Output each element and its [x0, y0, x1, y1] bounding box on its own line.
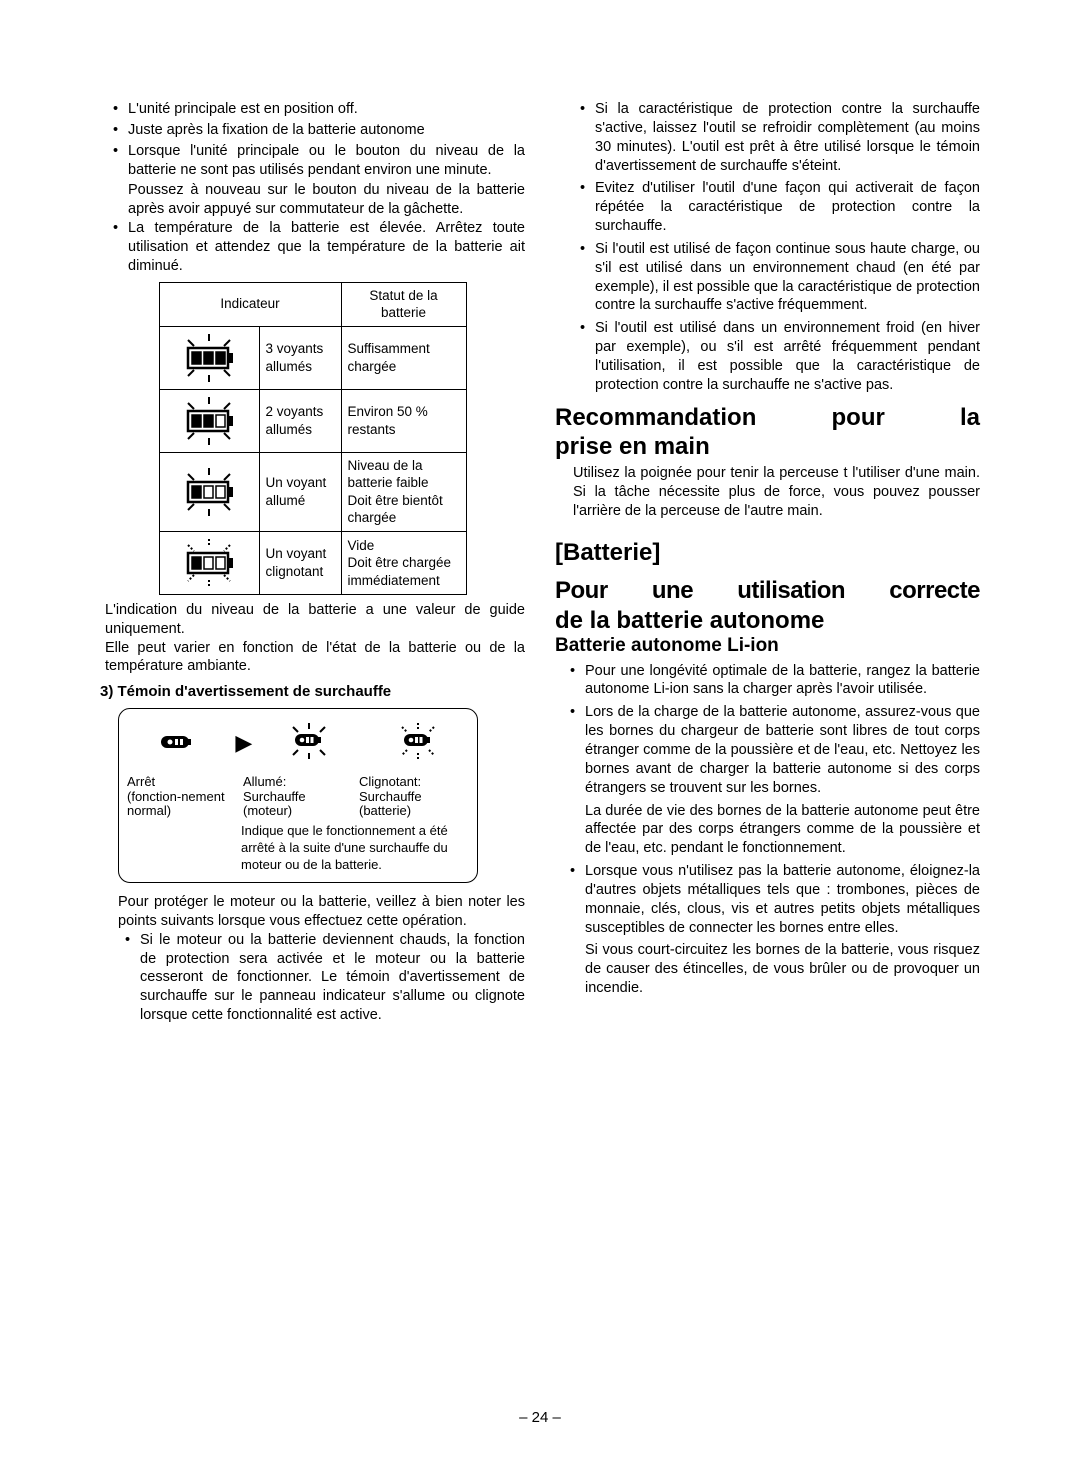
bullet-item: Si l'outil est utilisé dans un environne… [585, 319, 980, 394]
warn-col1: Arrêt (fonction-nement normal) [127, 775, 237, 820]
battery-icon-cell [159, 389, 259, 452]
bullet-item: La température de la batterie est élevée… [118, 219, 525, 276]
warn-note: Indique que le fonctionnement a été arrê… [241, 823, 469, 874]
status-desc: Environ 50 % restants [341, 389, 466, 452]
bullet-item: Si la caractéristique de protection cont… [585, 100, 980, 175]
bullet-item: Juste après la fixation de la batterie a… [118, 121, 525, 140]
h-correct-1: Pour une utilisation correcte [555, 578, 980, 604]
indicator-desc: 2 voyants allumés [259, 389, 341, 452]
table-row: 3 voyants allumésSuffisamment chargée [159, 326, 466, 389]
batt-sub2: Si vous court-circuitez les bornes de la… [555, 941, 980, 998]
section3-title: 3) Témoin d'avertissement de surchauffe [100, 682, 525, 702]
table-row: Un voyant alluméNiveau de la batterie fa… [159, 452, 466, 531]
bullet-item: Evitez d'utiliser l'outil d'une façon qu… [585, 179, 980, 236]
right-bullets-batt: Pour une longévité optimale de la batter… [555, 662, 980, 798]
bullet-item: L'unité principale est en position off. [118, 100, 525, 119]
th-statut: Statut de la batterie [341, 282, 466, 326]
after-warn: Pour protéger le moteur ou la batterie, … [100, 893, 525, 931]
bullet-item: Lorsque l'unité principale ou le bouton … [118, 142, 525, 180]
after-table-1: L'indication du niveau de la batterie a … [100, 601, 525, 639]
recom-body: Utilisez la poignée pour tenir la perceu… [555, 464, 980, 521]
h-liion: Batterie autonome Li-ion [555, 634, 980, 659]
right-bullets-batt2: Lorsque vous n'utilisez pas la batterie … [555, 862, 980, 937]
arrow-icon: ▶ [235, 729, 252, 758]
indicator-desc: 3 voyants allumés [259, 326, 341, 389]
h-recommendation-2: prise en main [555, 434, 980, 460]
page-number: – 24 – [0, 1409, 1080, 1426]
left-sub-1: Poussez à nouveau sur le bouton du nivea… [100, 181, 525, 219]
overheat-warning-box: ▶ [118, 708, 478, 883]
right-bullets-top: Si la caractéristique de protection cont… [555, 100, 980, 395]
h-correct-2: de la batterie autonome [555, 608, 980, 634]
icon-flash [367, 719, 469, 769]
table-row: 2 voyants allumésEnviron 50 % restants [159, 389, 466, 452]
bullet-item: Si l'outil est utilisé de façon continue… [585, 240, 980, 315]
bullet-item: Pour une longévité optimale de la batter… [575, 662, 980, 700]
indicator-table: Indicateur Statut de la batterie 3 voyan… [159, 282, 467, 595]
bullet-item: Lors de la charge de la batterie autonom… [575, 703, 980, 797]
status-desc: Suffisamment chargée [341, 326, 466, 389]
battery-icon-cell [159, 452, 259, 531]
icon-on [258, 719, 360, 769]
th-indicateur: Indicateur [159, 282, 341, 326]
indicator-desc: Un voyant clignotant [259, 531, 341, 594]
battery-icon-cell [159, 531, 259, 594]
battery-icon-cell [159, 326, 259, 389]
bullet-item: Si le moteur ou la batterie deviennent c… [130, 931, 525, 1025]
bullet-item: Lorsque vous n'utilisez pas la batterie … [575, 862, 980, 937]
status-desc: Niveau de la batterie faible Doit être b… [341, 452, 466, 531]
left-bullets-1: L'unité principale est en position off. J… [100, 100, 525, 179]
table-row: Un voyant clignotantVide Doit être charg… [159, 531, 466, 594]
batt-sub1: La durée de vie des bornes de la batteri… [555, 802, 980, 859]
h-batterie: [Batterie] [555, 537, 980, 568]
status-desc: Vide Doit être chargée immédiatement [341, 531, 466, 594]
left-bullets-1b: La température de la batterie est élevée… [100, 219, 525, 276]
indicator-desc: Un voyant allumé [259, 452, 341, 531]
left-bullets-2: Si le moteur ou la batterie deviennent c… [100, 931, 525, 1025]
after-table-2: Elle peut varier en fonction de l'état d… [100, 639, 525, 677]
icon-off [127, 727, 229, 761]
h-recommendation-1: Recommandation pour la [555, 405, 980, 431]
warn-col2: Allumé: Surchauffe (moteur) [243, 775, 353, 820]
warn-col3: Clignotant: Surchauffe (batterie) [359, 775, 469, 820]
